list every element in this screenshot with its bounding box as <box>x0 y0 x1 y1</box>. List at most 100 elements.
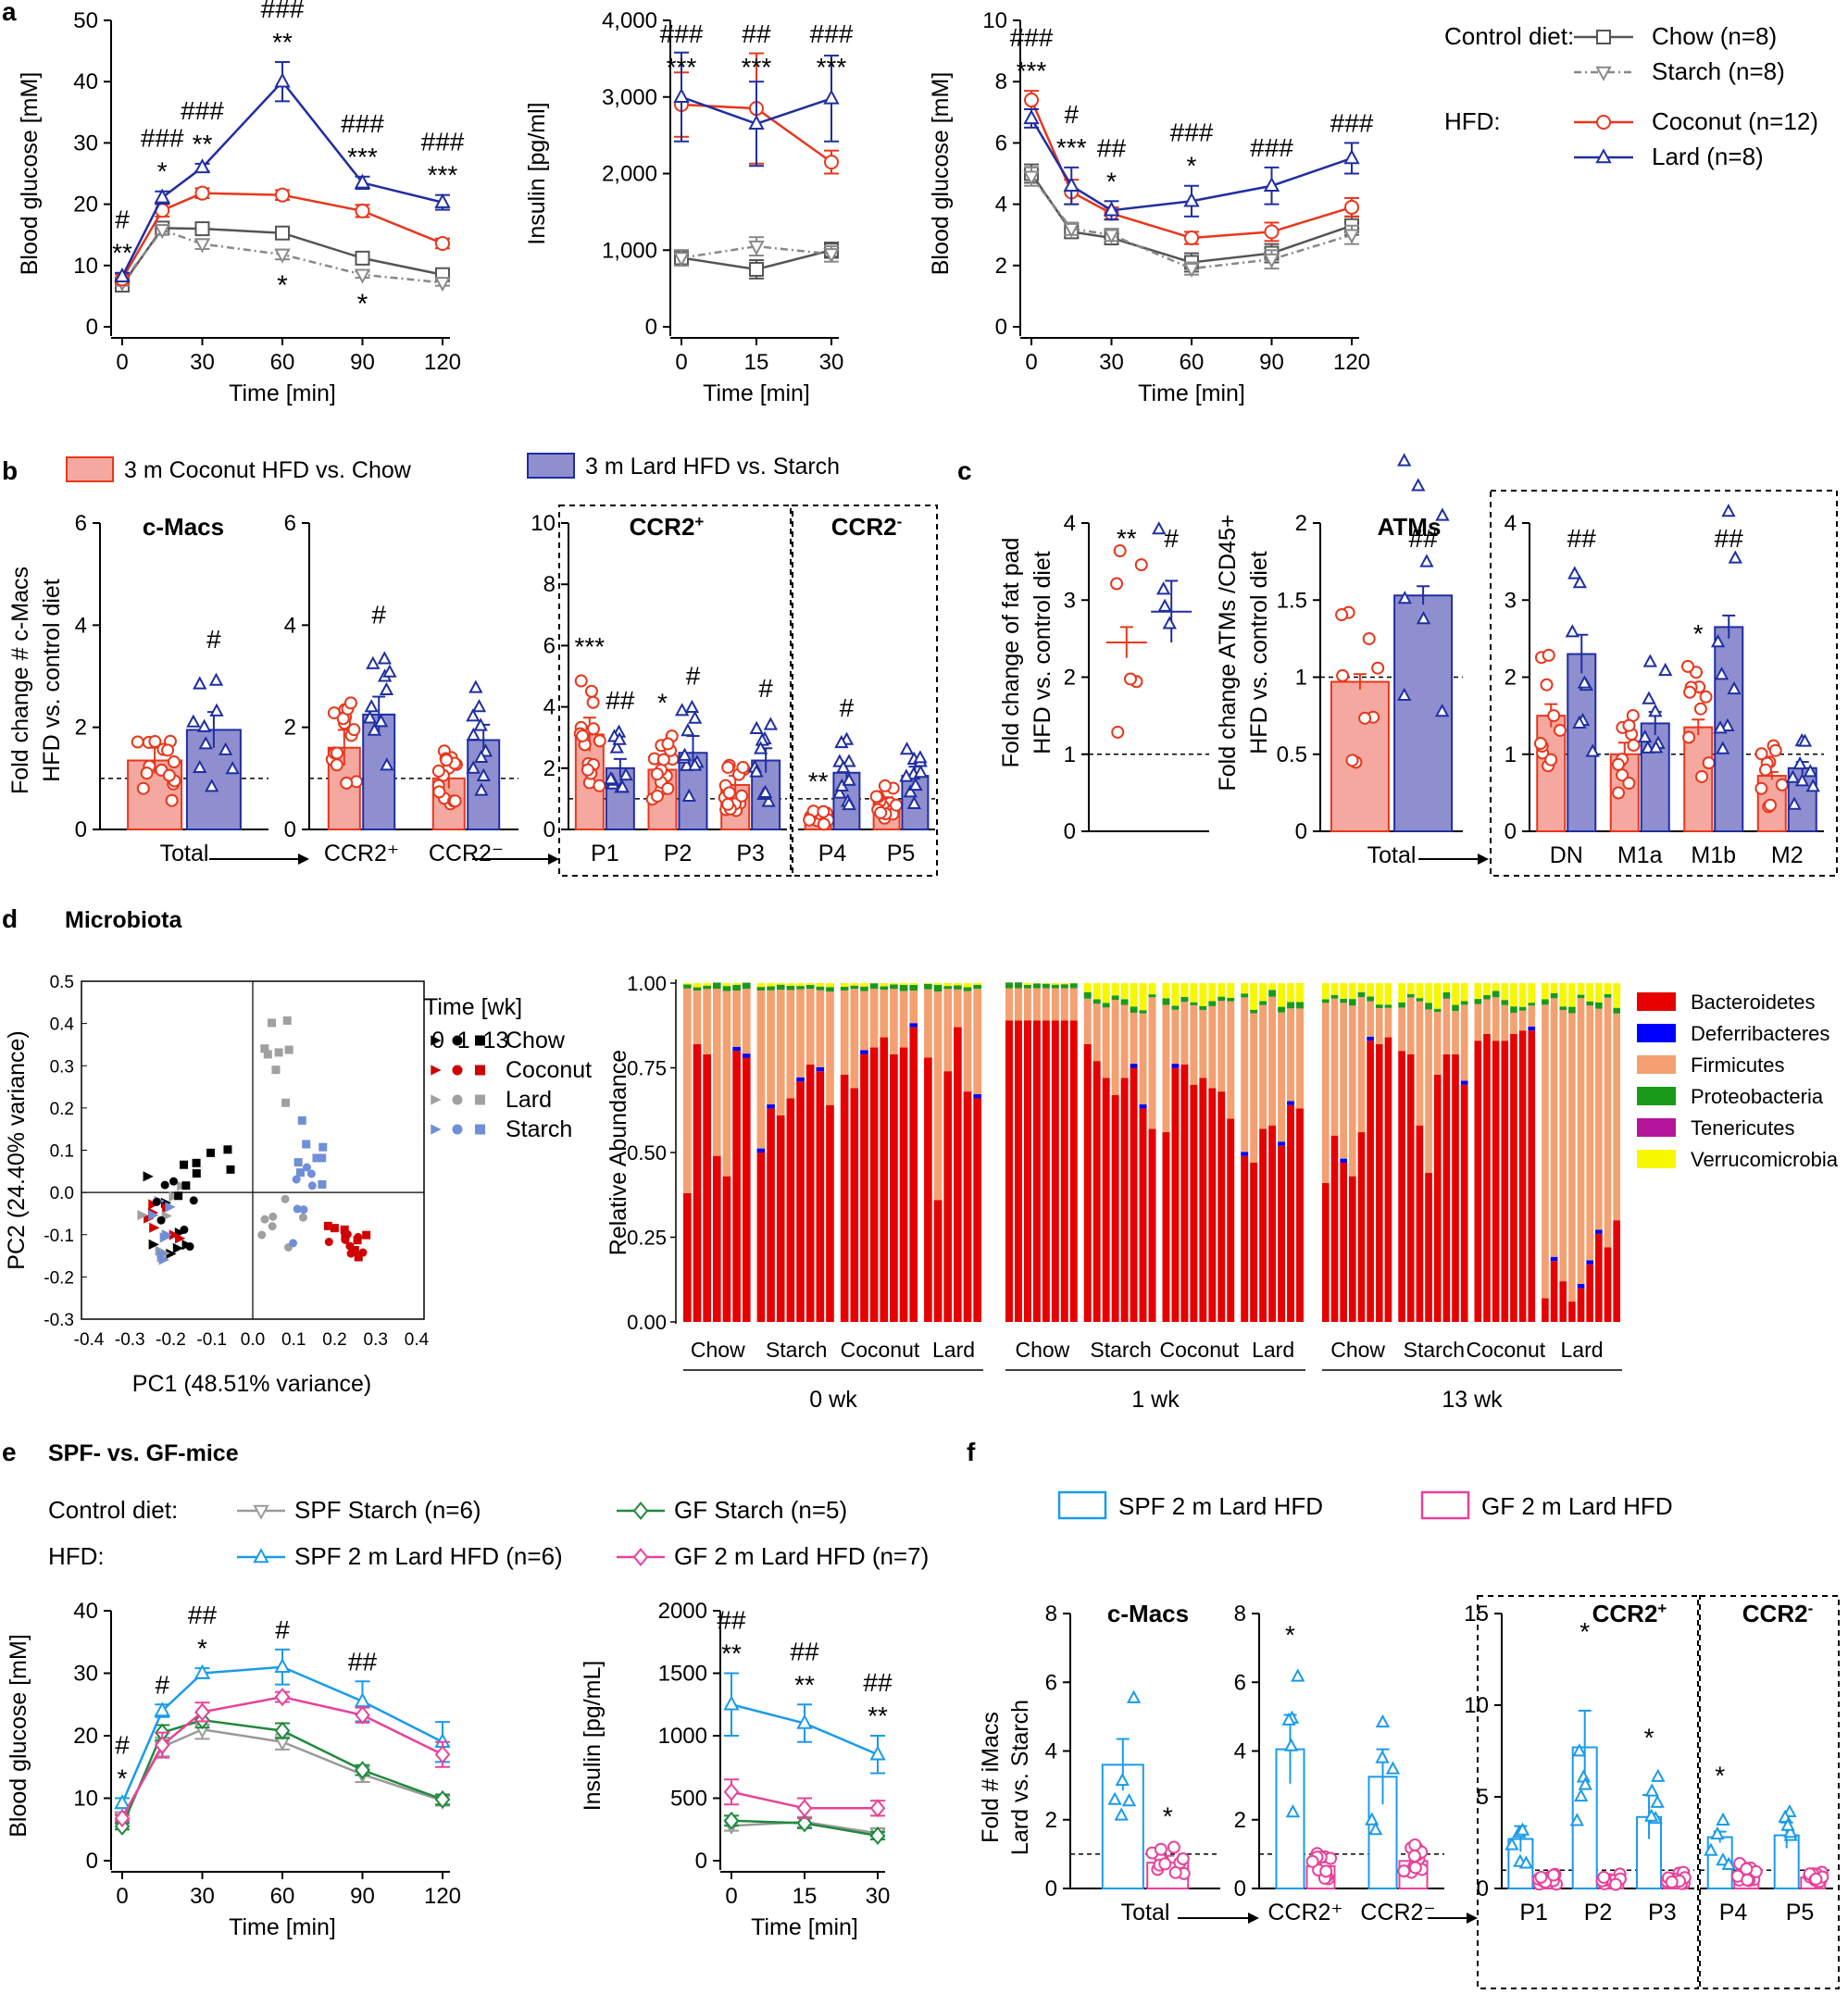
data-point <box>466 760 481 774</box>
significance-mark: ** <box>868 1701 888 1730</box>
bar-firmicutes <box>703 989 711 1054</box>
bar-verrucomicrobia <box>1093 983 1101 1000</box>
data-point <box>1123 672 1137 686</box>
data-point <box>466 727 481 742</box>
pca-point <box>148 1239 159 1250</box>
bar-bacteroidetes <box>1528 1030 1536 1322</box>
data-point <box>1797 733 1813 747</box>
significance-mark: ## <box>348 1647 378 1676</box>
y-tick-label: 2 <box>543 756 556 781</box>
significance-mark: ### <box>810 19 854 48</box>
data-point <box>274 1657 291 1673</box>
bar-subpanel: 0 1 2 3 4 ** # <box>1064 511 1209 844</box>
bar-bacteroidetes <box>1442 1053 1451 1322</box>
bar-bacteroidetes <box>1398 1051 1405 1322</box>
data-point <box>1115 1772 1130 1787</box>
legend-f-spf-swatch <box>1057 1490 1107 1520</box>
x-axis-label: Time [min] <box>229 1914 336 1940</box>
data-point <box>1107 1791 1122 1805</box>
bar-bacteroidetes <box>1416 1125 1424 1322</box>
x-tick-label: 30 <box>866 1884 891 1909</box>
data-point <box>1291 1668 1305 1682</box>
data-point <box>205 779 219 792</box>
bar-proteobacteria <box>1367 996 1374 1002</box>
bar-firmicutes <box>1442 998 1451 1054</box>
phyla-legend-label: Deferribacteres <box>1691 1022 1829 1045</box>
bar-bacteroidetes <box>1296 1108 1304 1322</box>
bar-subpanel: 0 2 4 6 8 * CCR2⁺ CCR2⁻ <box>1234 1601 1444 1925</box>
data-point <box>1682 730 1696 744</box>
category-label: DN <box>1550 842 1583 868</box>
bar-verrucomicrobia <box>1528 983 1536 1003</box>
series-line-lard <box>120 80 443 278</box>
bar-proteobacteria <box>880 986 889 991</box>
y-tick-label: 6 <box>75 511 87 536</box>
bar-verrucomicrobia <box>1241 983 1249 994</box>
bar-proteobacteria <box>1217 996 1226 1002</box>
bar-deferribacteres <box>1367 1036 1374 1041</box>
bar-bacteroidetes <box>1322 1182 1330 1322</box>
bar-proteobacteria <box>1060 984 1068 989</box>
y-tick-label: 6 <box>543 633 556 658</box>
category-label: CCR2⁺ <box>324 841 399 866</box>
y-axis-label: Insulin [pg/ml] <box>524 102 550 244</box>
bar-verrucomicrobia <box>1278 983 1286 1007</box>
pca-point <box>223 1145 232 1154</box>
x-axis-label: Time [min] <box>703 380 810 406</box>
bar-proteobacteria <box>1259 1001 1267 1005</box>
bar-proteobacteria <box>1083 991 1092 999</box>
significance-mark: ### <box>1010 23 1054 52</box>
bar-verrucomicrobia <box>1474 983 1482 1000</box>
data-point <box>586 722 600 736</box>
data-point <box>749 720 764 734</box>
pca-legend-chow: Chow <box>506 1028 566 1053</box>
y-tick-label: 3 <box>1064 588 1076 613</box>
y-tick-label: -0.1 <box>44 1227 74 1246</box>
data-point <box>1542 648 1555 662</box>
data-point <box>194 1702 210 1722</box>
bar-bacteroidetes <box>1330 1135 1339 1322</box>
data-point <box>140 766 154 780</box>
data-point <box>1665 1876 1679 1889</box>
series-line-starch <box>121 228 443 284</box>
bar-firmicutes <box>869 988 879 1048</box>
bar-bacteroidetes <box>776 1115 785 1322</box>
bar-proteobacteria <box>1199 1005 1207 1010</box>
bar-firmicutes <box>1348 1005 1356 1177</box>
data-point <box>435 235 450 251</box>
pca-legend-marker <box>431 1035 442 1046</box>
significance-mark: *** <box>667 53 697 81</box>
pca-point <box>306 1169 316 1178</box>
significance-mark: # <box>840 693 855 722</box>
bar-proteobacteria <box>963 987 972 991</box>
series-line-lard <box>1030 118 1353 212</box>
bar-firmicutes <box>1102 1007 1110 1078</box>
pca-point <box>302 1163 311 1172</box>
legend-a-coconut: Coconut (n=12) <box>1652 107 1818 135</box>
bar-firmicutes <box>1259 1004 1267 1129</box>
data-point <box>1565 624 1580 638</box>
pca-point <box>341 1232 350 1241</box>
y-axis-label: Relative Abundance <box>606 1050 631 1255</box>
bar-bacteroidetes <box>1023 1020 1031 1322</box>
bar-verrucomicrobia <box>1501 983 1509 1001</box>
subpanel-title-ccr2-plus: CCR2+ <box>630 513 705 542</box>
phyla-legend-label: Proteobacteria <box>1691 1085 1824 1108</box>
y-axis-label: Fold change of fat pad <box>998 538 1024 768</box>
pca-point <box>206 1148 216 1157</box>
bar-bacteroidetes <box>796 1081 805 1322</box>
legend-e-control-label: Control diet: <box>48 1496 178 1524</box>
data-point <box>823 248 840 264</box>
bar-proteobacteria <box>840 987 849 991</box>
phyla-legend: Bacteroidetes Deferribacteres Firmicutes Pr… <box>1637 991 1839 1171</box>
category-label: M1a <box>1617 842 1663 868</box>
bar-firmicutes <box>732 991 741 1047</box>
data-point <box>1515 1822 1530 1836</box>
x-tick-label: 0 <box>675 350 687 375</box>
data-point <box>1710 634 1726 648</box>
data-point <box>1544 753 1558 766</box>
y-tick-label: 1000 <box>658 1724 707 1749</box>
bar-bacteroidetes <box>1586 1264 1594 1322</box>
data-point <box>476 767 491 782</box>
bar-firmicutes <box>1241 997 1249 1153</box>
